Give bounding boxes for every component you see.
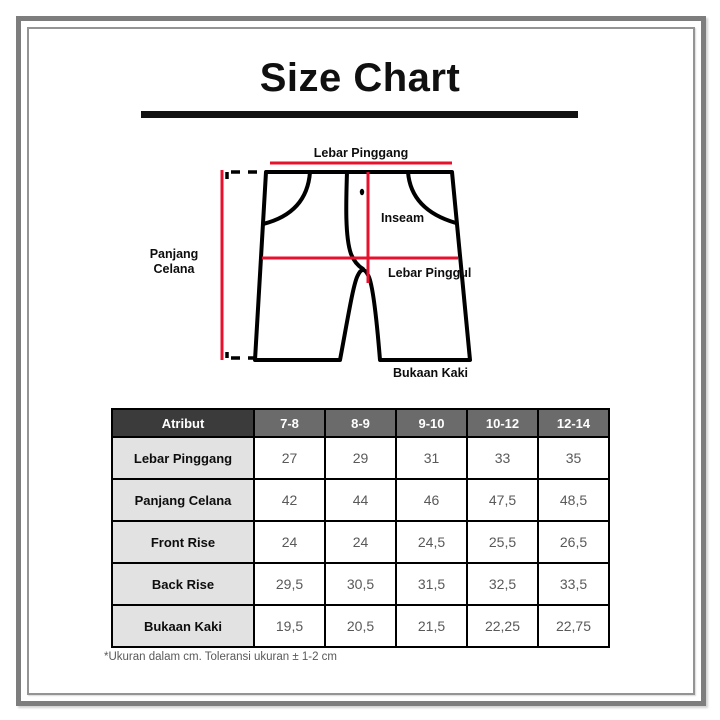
row-label: Panjang Celana bbox=[111, 478, 255, 522]
table-cell: 31,5 bbox=[395, 562, 468, 606]
fly-seam-line bbox=[344, 170, 365, 271]
table-cell: 22,75 bbox=[537, 604, 610, 648]
table-cell: 35 bbox=[537, 436, 610, 480]
table-cell: 29,5 bbox=[253, 562, 326, 606]
row-label: Bukaan Kaki bbox=[111, 604, 255, 648]
size-table: Atribut 7-8 8-9 9-10 10-12 12-14 Lebar P… bbox=[111, 408, 610, 648]
inner-frame-border bbox=[27, 27, 695, 695]
outer-frame-border bbox=[16, 16, 706, 706]
pants-length-label: Panjang Celana bbox=[149, 247, 199, 276]
col-header-size-10-12: 10-12 bbox=[466, 408, 539, 438]
table-row-lebar-pinggang: Lebar Pinggang 27 29 31 33 35 bbox=[111, 436, 610, 480]
table-cell: 32,5 bbox=[466, 562, 539, 606]
table-cell: 48,5 bbox=[537, 478, 610, 522]
table-cell: 24 bbox=[253, 520, 326, 564]
table-row-back-rise: Back Rise 29,5 30,5 31,5 32,5 33,5 bbox=[111, 562, 610, 606]
leg-opening-label: Bukaan Kaki bbox=[393, 366, 469, 380]
title-divider-rule bbox=[141, 111, 578, 118]
row-label: Front Rise bbox=[111, 520, 255, 564]
waist-label: Lebar Pinggang bbox=[313, 146, 409, 160]
table-cell: 24 bbox=[324, 520, 397, 564]
table-cell: 25,5 bbox=[466, 520, 539, 564]
col-header-size-12-14: 12-14 bbox=[537, 408, 610, 438]
inseam-label: Inseam bbox=[381, 211, 425, 225]
col-header-atribut: Atribut bbox=[111, 408, 255, 438]
col-header-size-9-10: 9-10 bbox=[395, 408, 468, 438]
row-label: Lebar Pinggang bbox=[111, 436, 255, 480]
table-cell: 33,5 bbox=[537, 562, 610, 606]
table-cell: 44 bbox=[324, 478, 397, 522]
table-cell: 33 bbox=[466, 436, 539, 480]
table-row-panjang-celana: Panjang Celana 42 44 46 47,5 48,5 bbox=[111, 478, 610, 522]
row-label: Back Rise bbox=[111, 562, 255, 606]
shorts-line-art bbox=[220, 161, 472, 362]
table-row-front-rise: Front Rise 24 24 24,5 25,5 26,5 bbox=[111, 520, 610, 564]
table-cell: 22,25 bbox=[466, 604, 539, 648]
page-title: Size Chart bbox=[259, 56, 461, 100]
table-cell: 47,5 bbox=[466, 478, 539, 522]
right-pocket-curve bbox=[406, 170, 458, 225]
hip-label: Lebar Pinggul bbox=[388, 266, 472, 280]
table-cell: 46 bbox=[395, 478, 468, 522]
table-cell: 42 bbox=[253, 478, 326, 522]
table-cell: 29 bbox=[324, 436, 397, 480]
table-cell: 24,5 bbox=[395, 520, 468, 564]
table-cell: 31 bbox=[395, 436, 468, 480]
table-row-bukaan-kaki: Bukaan Kaki 19,5 20,5 21,5 22,25 22,75 bbox=[111, 604, 610, 648]
shorts-measurement-diagram: Lebar Pinggang Panjang Celana Inseam Leb… bbox=[140, 145, 500, 390]
table-cell: 19,5 bbox=[253, 604, 326, 648]
table-cell: 21,5 bbox=[395, 604, 468, 648]
table-cell: 30,5 bbox=[324, 562, 397, 606]
table-cell: 26,5 bbox=[537, 520, 610, 564]
size-table-header-row: Atribut 7-8 8-9 9-10 10-12 12-14 bbox=[111, 408, 610, 438]
left-pocket-curve bbox=[261, 170, 312, 226]
size-tolerance-footnote: *Ukuran dalam cm. Toleransi ukuran ± 1-2… bbox=[104, 651, 337, 663]
table-cell: 27 bbox=[253, 436, 326, 480]
waist-button-dot bbox=[359, 188, 365, 196]
table-cell: 20,5 bbox=[324, 604, 397, 648]
col-header-size-8-9: 8-9 bbox=[324, 408, 397, 438]
col-header-size-7-8: 7-8 bbox=[253, 408, 326, 438]
